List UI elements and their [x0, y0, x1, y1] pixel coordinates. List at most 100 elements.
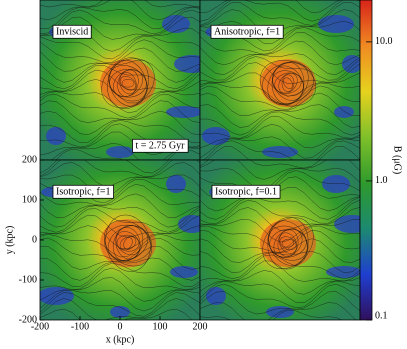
streamline — [40, 119, 200, 143]
streamline-loop — [115, 227, 141, 260]
streamline — [200, 0, 360, 22]
streamline — [200, 20, 360, 44]
low-field-patch — [110, 306, 130, 318]
streamline — [40, 183, 200, 206]
streamline-loop — [119, 236, 137, 251]
streamline-loop — [115, 231, 141, 256]
streamline — [40, 237, 200, 262]
label-background — [52, 184, 114, 199]
streamline — [200, 291, 360, 315]
low-field-patch — [262, 146, 298, 158]
streamline — [40, 39, 200, 63]
panel-title: Anisotropic, f=1 — [214, 26, 280, 37]
streamline — [40, 262, 200, 287]
low-field-patch — [334, 106, 354, 118]
streamline — [40, 35, 200, 60]
streamline-loop — [119, 72, 137, 95]
streamline-loop — [279, 232, 297, 254]
streamline — [200, 32, 360, 55]
streamline — [200, 104, 360, 128]
low-field-patch — [166, 106, 200, 118]
streamline — [40, 162, 200, 187]
streamline-loop — [113, 69, 143, 97]
x-tick-label: -200 — [31, 321, 49, 332]
streamline — [200, 53, 360, 75]
streamline — [40, 308, 193, 320]
streamline — [200, 260, 360, 282]
colorbar-label: B (μG) — [392, 146, 403, 174]
time-annotation-box: t = 2.75 Gyr — [132, 138, 189, 153]
label-background — [211, 184, 281, 199]
y-axis-label: y (kpc) — [4, 226, 15, 255]
streamline-loop — [281, 74, 295, 92]
streamline — [200, 225, 360, 250]
streamline — [200, 160, 360, 180]
streamline — [200, 196, 360, 220]
label-background — [132, 138, 189, 153]
streamline — [40, 292, 200, 317]
streamline-loop — [259, 60, 317, 107]
streamline — [40, 174, 200, 197]
time-annotation: t = 2.75 Gyr — [136, 140, 186, 151]
streamline-loop — [117, 69, 139, 97]
streamline — [200, 123, 360, 149]
streamline — [200, 111, 360, 136]
panel — [40, 160, 200, 320]
x-tick-label: 100 — [153, 321, 168, 332]
streamline — [40, 233, 200, 258]
streamline — [40, 160, 200, 177]
panel-title-box: Isotropic, f=1 — [52, 184, 114, 199]
streamline — [40, 205, 200, 228]
streamline — [200, 167, 360, 190]
streamline-loop — [274, 72, 302, 94]
low-field-patch — [322, 175, 350, 193]
streamline — [203, 140, 360, 160]
x-axis-label: x (kpc) — [106, 334, 135, 345]
streamline — [40, 208, 200, 233]
streamline — [200, 309, 343, 320]
y-tick-label: 100 — [22, 194, 37, 205]
streamline — [40, 47, 200, 72]
panel-title-box: Isotropic, f=0.1 — [211, 184, 281, 199]
streamline-loop — [116, 234, 140, 252]
streamline-loop — [101, 58, 155, 108]
streamline — [40, 100, 200, 123]
streamline — [200, 254, 360, 280]
core — [100, 59, 156, 108]
low-field-patch — [174, 55, 200, 73]
streamline-loop — [281, 238, 295, 248]
streamline-loop — [283, 77, 293, 89]
streamline-loop — [120, 75, 136, 91]
panel-title: Inviscid — [56, 26, 88, 37]
streamline — [40, 9, 200, 35]
streamline — [200, 0, 341, 13]
panel-title: Isotropic, f=1 — [56, 186, 111, 197]
panel-title: Isotropic, f=0.1 — [215, 186, 277, 197]
streamline-loop — [272, 70, 304, 97]
streamline — [40, 16, 200, 40]
streamline-loop — [104, 220, 152, 267]
streamline — [200, 170, 360, 195]
streamline-loop — [105, 214, 151, 272]
streamline-loop — [273, 228, 303, 258]
streamline-loop — [121, 78, 135, 88]
label-background — [210, 24, 284, 39]
x-tick-label: 200 — [193, 321, 208, 332]
y-tick-label: 0 — [32, 234, 37, 245]
streamline — [206, 146, 360, 160]
streamline — [40, 79, 200, 104]
low-field-patch — [40, 287, 74, 305]
core — [260, 59, 316, 108]
low-field-patch — [326, 266, 360, 278]
colorbar — [359, 0, 373, 321]
panel — [200, 160, 360, 320]
streamline-loop — [262, 217, 314, 269]
streamline — [200, 56, 360, 81]
x-tick-label: -100 — [71, 321, 89, 332]
streamline — [200, 72, 360, 97]
streamline-loop — [262, 62, 314, 104]
streamline — [40, 277, 200, 302]
streamline — [40, 91, 200, 114]
colorbar-tick-label: 1.0 — [375, 175, 388, 186]
